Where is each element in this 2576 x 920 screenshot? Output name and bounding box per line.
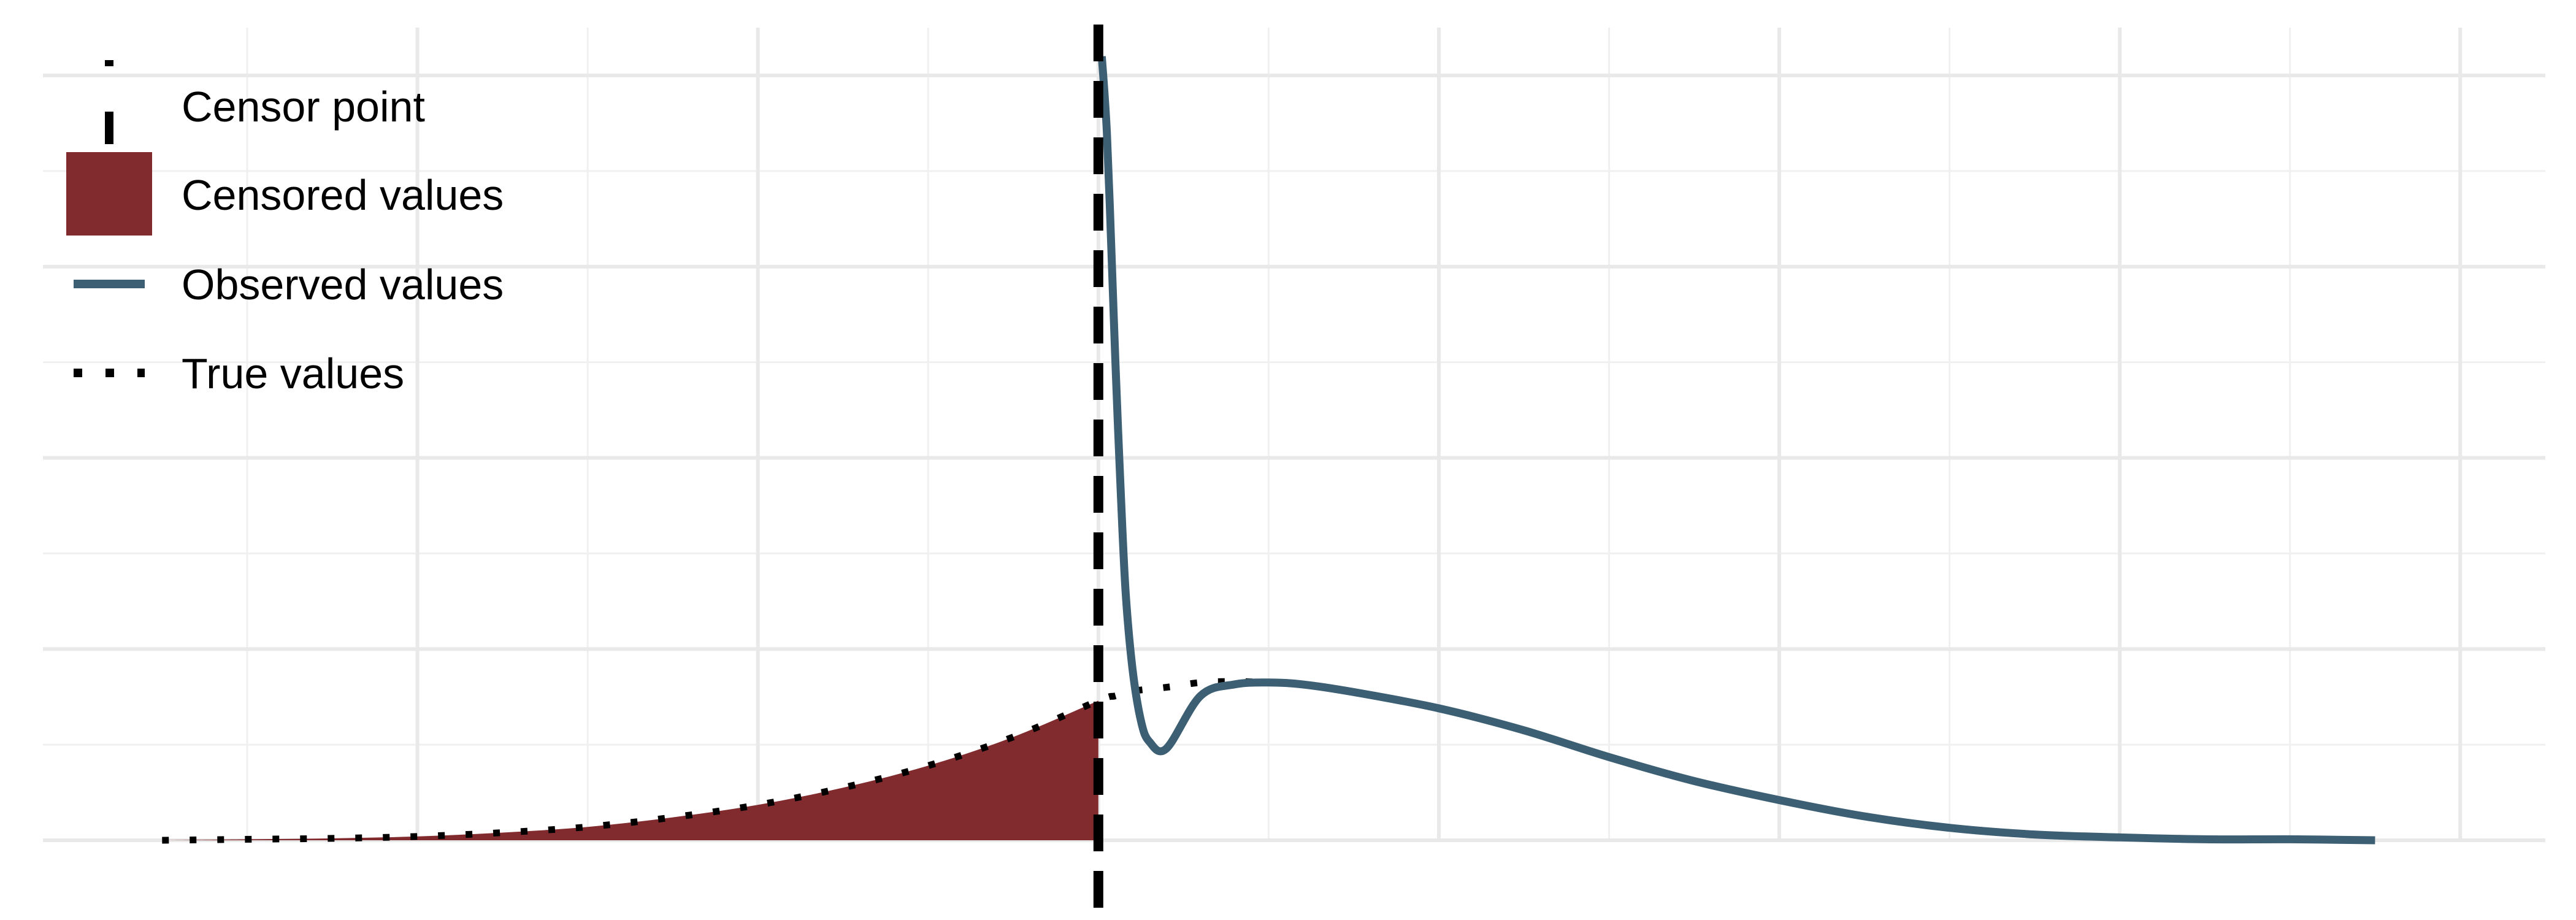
legend-label-observed-values: Observed values (182, 261, 504, 309)
observed-values-line (1097, 56, 2375, 845)
legend-label-censored-values: Censored values (182, 171, 504, 219)
censored-values-area (162, 700, 1098, 840)
legend-label-true-values: True values (182, 350, 404, 397)
legend-label-censor-point: Censor point (182, 83, 425, 131)
series-lines-layer (162, 25, 2375, 920)
true-values-line (162, 678, 2375, 844)
legend: Censor point Censored values Observed va… (66, 60, 504, 397)
legend-key-censored-values (66, 152, 152, 236)
censored-area-layer (162, 700, 1098, 840)
